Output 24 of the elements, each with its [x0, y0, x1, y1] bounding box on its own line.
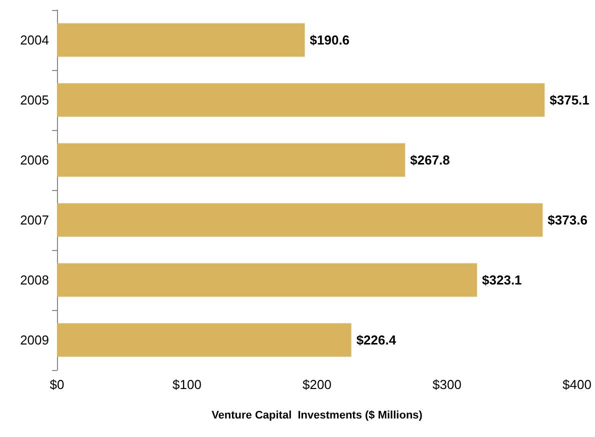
- x-tick-label: $200: [302, 377, 332, 392]
- x-tick-label: $400: [562, 377, 592, 392]
- data-label: $373.6: [548, 212, 588, 228]
- bar: [57, 23, 305, 57]
- bar: [57, 83, 545, 117]
- data-label: $190.6: [310, 32, 350, 48]
- bar: [57, 143, 406, 177]
- data-label: $375.1: [550, 92, 590, 108]
- data-label: $267.8: [410, 152, 450, 168]
- bar: [57, 263, 478, 297]
- data-label: $226.4: [356, 332, 397, 348]
- x-axis-title: Venture Capital Investments ($ Millions): [212, 410, 423, 422]
- y-tick-label: 2009: [20, 332, 49, 348]
- y-tick-label: 2008: [20, 272, 49, 288]
- y-tick-label: 2007: [20, 212, 49, 228]
- bar: [57, 203, 543, 237]
- data-label: $323.1: [482, 272, 522, 288]
- y-tick-label: 2005: [20, 92, 49, 108]
- x-tick-label: $0: [50, 377, 64, 392]
- x-tick-label: $300: [432, 377, 462, 392]
- x-tick-label: $100: [172, 377, 202, 392]
- y-tick-label: 2006: [20, 152, 49, 168]
- y-tick-label: 2004: [20, 32, 49, 48]
- bar: [57, 323, 352, 357]
